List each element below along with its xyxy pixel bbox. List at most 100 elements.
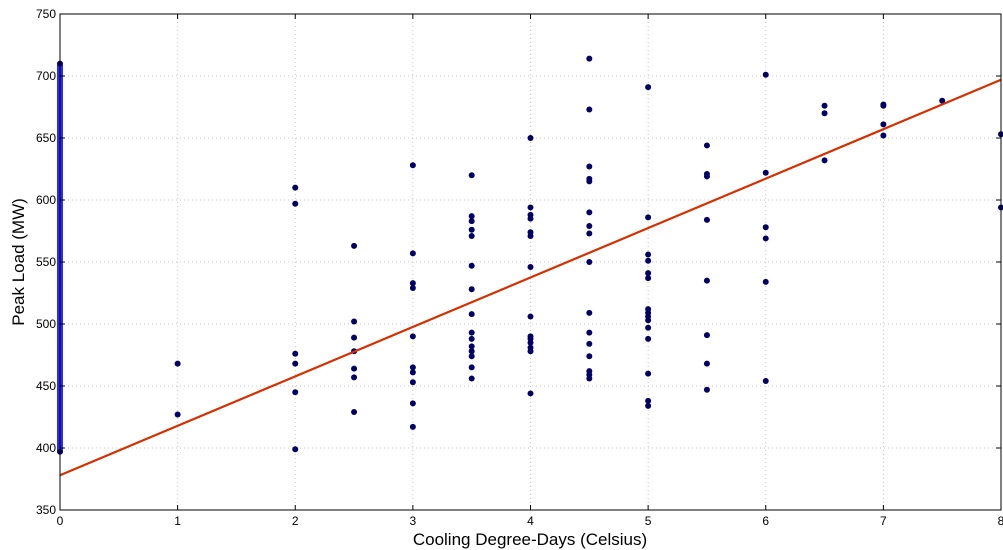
data-point (292, 389, 299, 396)
data-point (586, 163, 593, 170)
data-point (351, 409, 358, 416)
x-axis-label: Cooling Degree-Days (Celsius) (413, 530, 647, 549)
data-point (586, 223, 593, 230)
tick-marks (59, 13, 1002, 511)
data-point (645, 370, 652, 377)
y-tick-labels: 350 400 450 500 550 600 650 700 750 (36, 7, 56, 517)
fit-line-group (59, 78, 1002, 477)
data-point (409, 250, 416, 257)
y-tick-label: 400 (36, 441, 56, 455)
data-point (409, 162, 416, 169)
data-point (468, 226, 475, 233)
data-point (645, 270, 652, 277)
data-point (409, 369, 416, 376)
x-tick-label: 3 (410, 514, 417, 528)
data-point (527, 390, 534, 397)
data-point (292, 360, 299, 367)
data-point (468, 262, 475, 269)
data-points (174, 55, 1003, 453)
data-point (292, 350, 299, 357)
data-point (762, 169, 769, 176)
data-point (586, 55, 593, 62)
x-tick-label: 1 (174, 514, 181, 528)
data-point (645, 317, 652, 324)
data-point (468, 286, 475, 293)
data-point (703, 173, 710, 180)
y-tick-label: 700 (36, 69, 56, 83)
data-point (468, 329, 475, 336)
data-point (527, 215, 534, 222)
data-point (409, 423, 416, 430)
data-point (645, 84, 652, 91)
data-point (586, 230, 593, 237)
data-point (409, 285, 416, 292)
data-point (468, 343, 475, 350)
data-point (821, 110, 828, 117)
data-point (468, 172, 475, 179)
data-point (703, 360, 710, 367)
data-point (645, 335, 652, 342)
data-point (468, 353, 475, 360)
data-point (703, 277, 710, 284)
data-point (174, 360, 181, 367)
data-point (821, 157, 828, 164)
data-point (880, 132, 887, 139)
data-point (468, 364, 475, 371)
x-tick-label: 7 (880, 514, 887, 528)
data-point (645, 397, 652, 404)
x-tick-labels: 0 1 2 3 4 5 6 7 8 (57, 514, 1003, 528)
data-point (409, 379, 416, 386)
x-tick-label: 4 (527, 514, 534, 528)
y-tick-label: 350 (36, 503, 56, 517)
data-point (468, 218, 475, 225)
data-point (292, 184, 299, 191)
data-point (409, 280, 416, 287)
data-point (527, 263, 534, 270)
x-tick-label: 0 (57, 514, 64, 528)
data-point (703, 142, 710, 149)
data-point (645, 257, 652, 264)
data-point (586, 209, 593, 216)
data-point (468, 232, 475, 239)
data-point (880, 102, 887, 109)
data-point (351, 334, 358, 341)
data-point (527, 348, 534, 355)
data-point (586, 340, 593, 347)
x-tick-label: 6 (762, 514, 769, 528)
data-point (645, 275, 652, 282)
y-tick-label: 450 (36, 379, 56, 393)
data-point (880, 121, 887, 128)
data-point (468, 348, 475, 355)
data-point (351, 374, 358, 381)
data-point (762, 224, 769, 231)
data-point (409, 333, 416, 340)
data-point (821, 102, 828, 109)
data-point (645, 402, 652, 409)
data-point (586, 178, 593, 185)
x-tick-label: 2 (292, 514, 299, 528)
data-point (468, 335, 475, 342)
y-tick-label: 650 (36, 131, 56, 145)
data-point (703, 332, 710, 339)
data-point (527, 135, 534, 141)
data-point (351, 242, 358, 249)
data-point (527, 313, 534, 320)
data-point (645, 214, 652, 221)
data-point (645, 251, 652, 258)
data-point (586, 309, 593, 316)
data-point (468, 213, 475, 220)
y-axis-label: Peak Load (MW) (9, 198, 28, 326)
y-tick-label: 550 (36, 255, 56, 269)
data-point (703, 386, 710, 393)
data-point (762, 71, 769, 78)
data-point (527, 204, 534, 211)
data-point (468, 311, 475, 318)
x-tick-label: 5 (645, 514, 652, 528)
data-point (174, 411, 181, 418)
data-point (939, 97, 946, 104)
data-point (409, 400, 416, 407)
x-tick-label: 8 (998, 514, 1003, 528)
fit-line (59, 78, 1002, 477)
data-point (409, 364, 416, 371)
